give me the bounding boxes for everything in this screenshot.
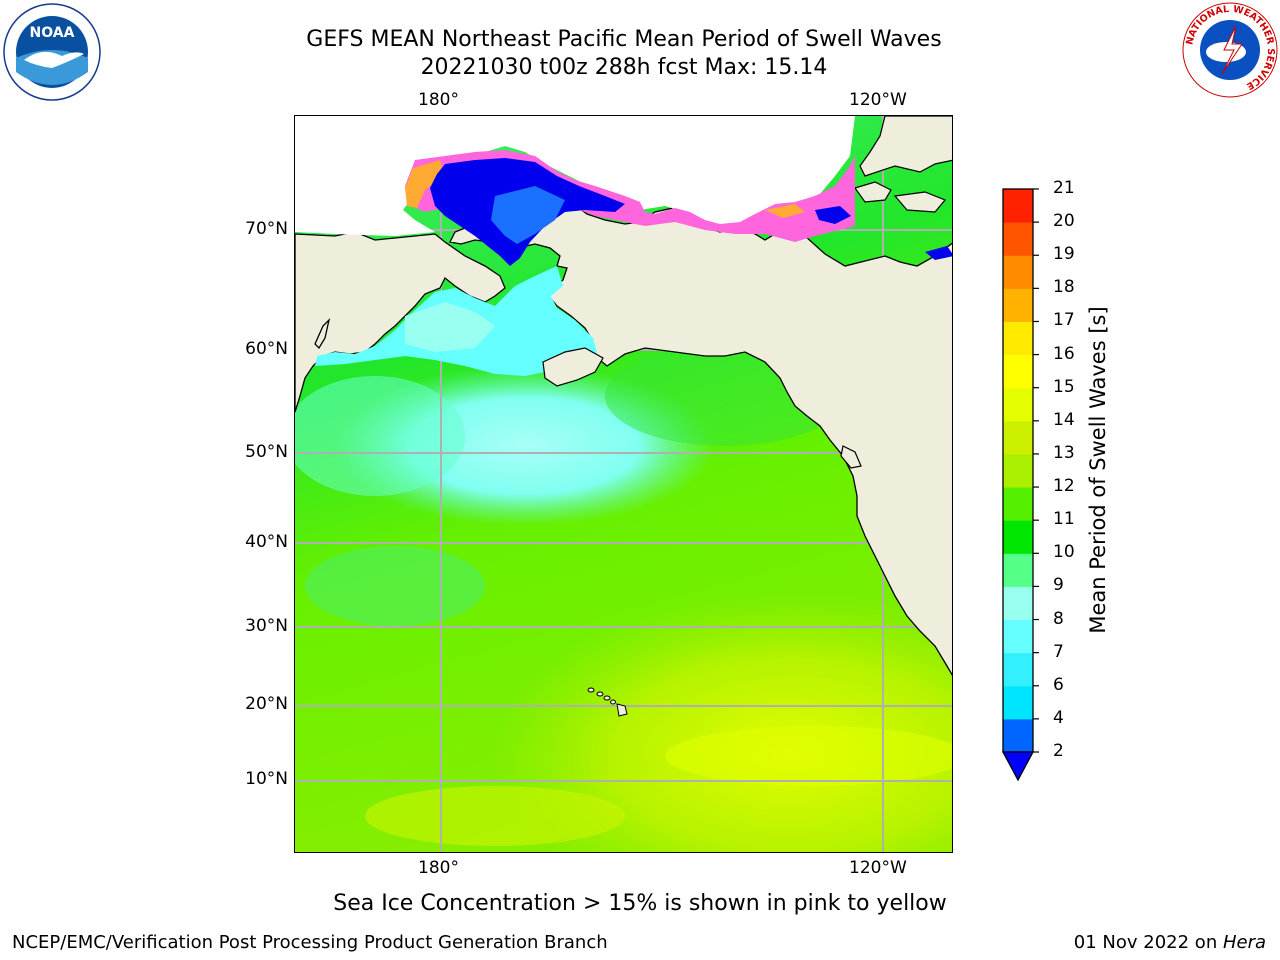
colorbar-bin: [1003, 288, 1033, 322]
colorbar-bin: [1003, 553, 1033, 587]
colorbar-bin: [1003, 354, 1033, 389]
top-lon-label-180: 180°: [418, 90, 459, 110]
colorbar-tick-label: 13: [1053, 442, 1075, 463]
colorbar-bin: [1003, 520, 1033, 554]
colorbar-tick-label: 20: [1053, 211, 1075, 232]
colorbar-tick-label: 7: [1053, 641, 1064, 662]
nws-logo: NATIONAL WEATHER SERVICE: [1180, 0, 1280, 100]
colorbar-bin: [1003, 189, 1033, 223]
footer-date-text: 01 Nov 2022 on: [1073, 932, 1223, 953]
colorbar-tick-label: 8: [1053, 608, 1064, 629]
colorbar-bin: [1003, 652, 1033, 687]
colorbar-tick-label: 10: [1053, 542, 1075, 563]
footer-credit: NCEP/EMC/Verification Post Processing Pr…: [12, 932, 608, 953]
colorbar-tick-label: 11: [1053, 509, 1075, 530]
colorbar-bin: [1003, 487, 1033, 521]
swell-period-map: [294, 115, 953, 853]
colorbar-tick-label: 15: [1053, 376, 1075, 397]
lat-label-70n: 70°N: [245, 219, 288, 239]
hawaii-islands: [587, 687, 628, 717]
chart-subtitle: 20221030 t00z 288h fcst Max: 15.14: [420, 55, 828, 80]
colorbar-bin: [1003, 453, 1033, 488]
colorbar: [1000, 185, 1040, 785]
colorbar-tick-label: 12: [1053, 476, 1075, 497]
colorbar-bin: [1003, 387, 1033, 422]
lat-label-10n: 10°N: [245, 769, 288, 789]
colorbar-tick-label: 2: [1053, 741, 1064, 761]
colorbar-tick-label: 16: [1053, 343, 1075, 364]
colorbar-bin: [1003, 321, 1033, 356]
colorbar-bin: [1003, 420, 1033, 455]
colorbar-bin: [1003, 222, 1033, 256]
colorbar-bin: [1003, 255, 1033, 289]
footer-host: Hera: [1222, 932, 1266, 953]
lat-label-60n: 60°N: [245, 339, 288, 359]
lat-label-30n: 30°N: [245, 616, 288, 636]
colorbar-tick-label: 18: [1053, 277, 1075, 298]
sea-ice-note: Sea Ice Concentration > 15% is shown in …: [333, 891, 947, 916]
colorbar-bin: [1003, 685, 1033, 720]
bottom-lon-label-180: 180°: [418, 858, 459, 878]
lat-label-40n: 40°N: [245, 532, 288, 552]
colorbar-tick-label: 6: [1053, 674, 1064, 695]
colorbar-extend-triangle: [1001, 751, 1035, 782]
colorbar-bin: [1003, 586, 1033, 621]
colorbar-tick-label: 9: [1053, 575, 1064, 596]
colorbar-tick-label: 19: [1053, 244, 1075, 265]
colorbar-tick-label: 14: [1053, 409, 1075, 430]
colorbar-tick-label: 4: [1053, 707, 1064, 728]
chart-title: GEFS MEAN Northeast Pacific Mean Period …: [306, 27, 942, 52]
top-lon-label-120w: 120°W: [849, 90, 907, 110]
footer-date: 01 Nov 2022 on Hera: [1074, 932, 1266, 953]
colorbar-tick-label: 17: [1053, 310, 1075, 331]
noaa-logo-text: NOAA: [30, 25, 75, 41]
lat-label-50n: 50°N: [245, 442, 288, 462]
noaa-logo: NOAA: [2, 2, 102, 102]
bottom-lon-label-120w: 120°W: [849, 858, 907, 878]
colorbar-tick-label: 21: [1053, 178, 1075, 198]
colorbar-bin: [1003, 619, 1033, 654]
colorbar-bin: [1003, 718, 1033, 753]
lat-label-20n: 20°N: [245, 694, 288, 714]
